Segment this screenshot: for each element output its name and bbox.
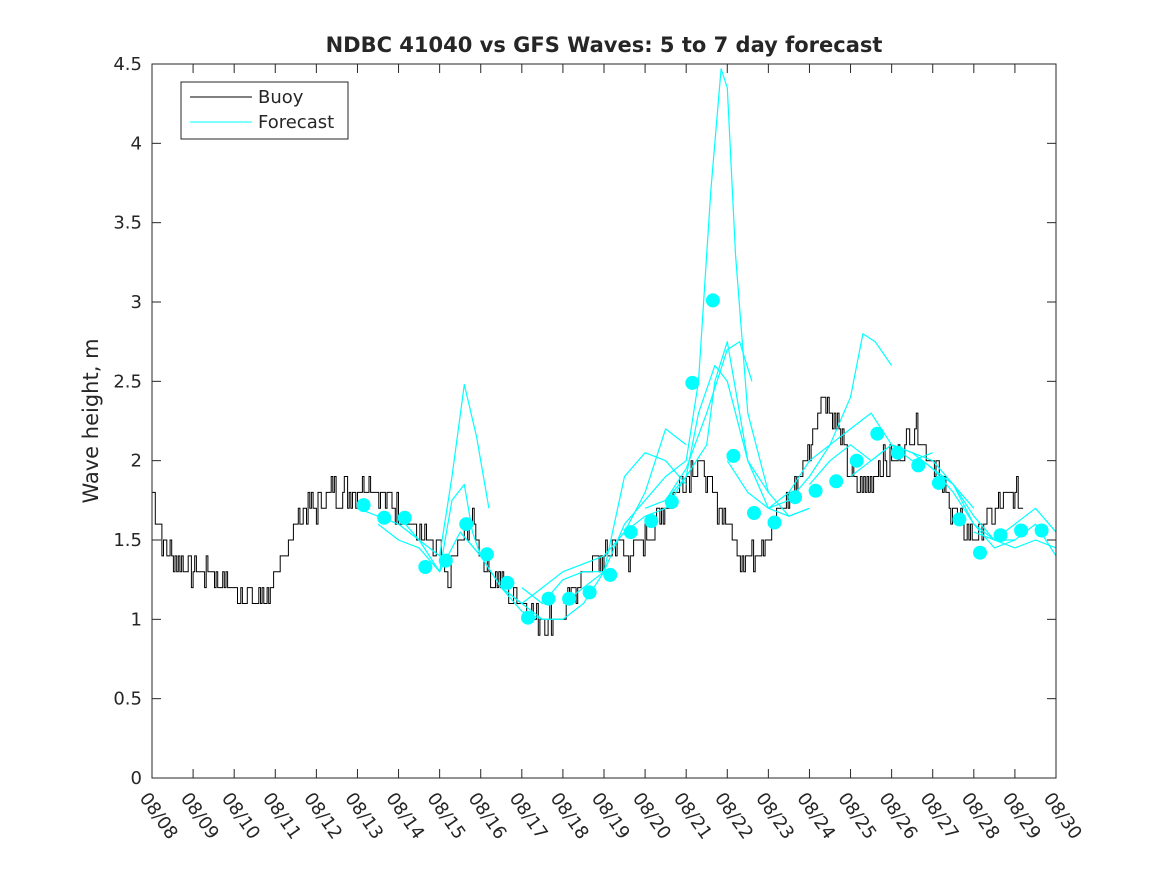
legend: Buoy Forecast (180, 81, 349, 140)
forecast-point (459, 517, 474, 532)
y-tick-label: 3.5 (113, 213, 142, 234)
x-tick-label: 08/20 (628, 789, 675, 844)
forecast-point (1014, 523, 1029, 538)
y-tick-label: 2.5 (113, 371, 142, 392)
x-tick-label: 08/21 (669, 789, 716, 844)
forecast-point (911, 458, 926, 473)
y-axis-label: Wave height, m (79, 338, 103, 503)
y-tick-label: 1 (131, 609, 142, 630)
forecast-point (418, 560, 433, 574)
forecast-point (747, 506, 761, 520)
forecast-line (665, 341, 753, 501)
forecast-points-layer (356, 293, 1049, 625)
x-tick-label: 08/18 (546, 789, 593, 844)
forecast-point (603, 567, 618, 582)
forecast-point (973, 545, 987, 560)
forecast-point (705, 293, 720, 308)
forecast-line (603, 364, 810, 557)
x-tick-label: 08/22 (710, 789, 757, 844)
forecast-point (870, 426, 885, 441)
forecast-point (931, 475, 946, 490)
forecast-point (808, 483, 823, 498)
x-tick-label: 08/23 (751, 789, 798, 844)
forecast-line (726, 333, 893, 509)
forecast-point (890, 445, 905, 460)
x-tick-label: 08/25 (833, 789, 880, 844)
y-tick-label: 3 (131, 292, 142, 313)
forecast-point (644, 514, 659, 528)
y-axis: 0 0.5 1 1.5 2 2.5 3 3.5 4 4.5 (113, 54, 1056, 789)
y-tick-label: 4 (131, 133, 142, 154)
forecast-point (582, 585, 597, 600)
forecast-line (850, 444, 1015, 541)
x-tick-label: 08/08 (135, 789, 182, 844)
forecast-point (479, 547, 494, 562)
y-tick-label: 0 (131, 768, 142, 789)
forecast-point (438, 553, 453, 568)
legend-box (180, 81, 349, 140)
x-tick-label: 08/26 (875, 789, 922, 844)
y-tick-label: 1.5 (113, 530, 142, 551)
forecast-point (623, 525, 638, 540)
forecast-point (788, 490, 803, 505)
chart-title: NDBC 41040 vs GFS Waves: 5 to 7 day fore… (326, 33, 883, 57)
forecast-point (356, 498, 371, 513)
legend-buoy-label: Buoy (258, 87, 304, 108)
forecast-point (993, 528, 1008, 543)
forecast-point (1034, 523, 1049, 538)
plot-area (152, 64, 1056, 778)
series-layer (152, 68, 1056, 636)
x-tick-label: 08/13 (340, 789, 387, 844)
x-tick-label: 08/28 (957, 789, 1004, 844)
forecast-line (932, 468, 1056, 557)
x-tick-label: 08/10 (217, 789, 264, 844)
x-tick-label: 08/29 (998, 789, 1045, 844)
forecast-point (767, 515, 782, 530)
forecast-line (562, 68, 769, 604)
forecast-line (644, 341, 810, 517)
y-tick-label: 4.5 (113, 54, 142, 75)
y-tick-label: 0.5 (113, 689, 142, 710)
x-tick-label: 08/17 (505, 789, 552, 844)
x-tick-label: 08/19 (587, 789, 634, 844)
forecast-point (541, 591, 556, 606)
x-tick-label: 08/09 (176, 789, 223, 844)
forecast-point (521, 610, 535, 625)
forecast-point (829, 474, 844, 489)
legend-forecast-label: Forecast (258, 112, 334, 133)
forecast-point (562, 591, 577, 606)
forecast-point (726, 448, 741, 463)
x-tick-label: 08/27 (916, 789, 963, 844)
buoy-line (152, 396, 1024, 636)
x-tick-label: 08/15 (423, 789, 470, 844)
x-tick-label: 08/30 (1039, 789, 1086, 844)
x-tick-label: 08/24 (792, 789, 839, 844)
x-tick-label: 08/11 (258, 789, 305, 844)
forecast-line (973, 507, 1056, 541)
x-tick-label: 08/14 (381, 789, 428, 844)
forecast-line (768, 412, 933, 509)
forecast-point (849, 453, 864, 468)
y-tick-label: 2 (131, 451, 142, 472)
forecast-line (459, 531, 605, 620)
forecast-point (397, 510, 412, 525)
forecast-point (664, 494, 679, 509)
x-tick-label: 08/16 (464, 789, 511, 844)
forecast-point (500, 575, 515, 590)
forecast-point (377, 510, 392, 525)
forecast-point (952, 512, 967, 527)
x-tick-label: 08/12 (299, 789, 346, 844)
forecast-point (685, 375, 700, 390)
